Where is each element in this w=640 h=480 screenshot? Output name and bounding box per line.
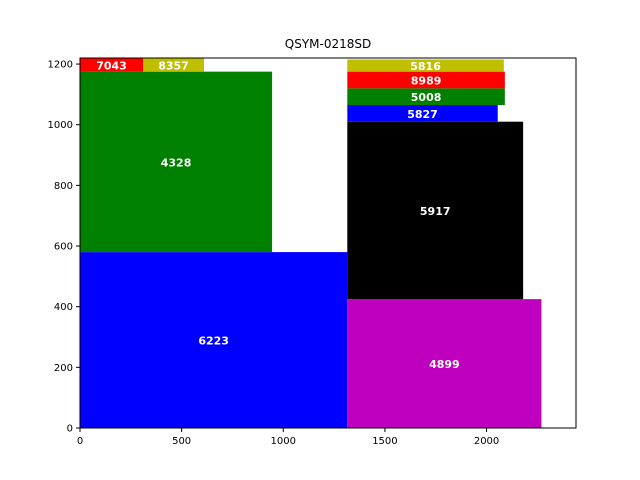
y-axis: 0 200 400 600 800 1000 1200 (48, 60, 80, 435)
rect-7043 (80, 58, 144, 72)
rect-5008 (347, 88, 505, 106)
rect-label-7043: 7043 (96, 59, 127, 72)
chart-title: QSYM-0218SD (285, 37, 371, 51)
rect-label-5917: 5917 (420, 205, 451, 218)
y-tick-label-600: 600 (54, 242, 73, 253)
x-tick-label-500: 500 (172, 436, 191, 447)
rect-label-5008: 5008 (411, 91, 442, 104)
rect-label-4899: 4899 (429, 358, 460, 371)
rect-4899 (347, 299, 542, 428)
y-tick-label-1000: 1000 (48, 120, 73, 131)
x-tick-label-1000: 1000 (271, 436, 296, 447)
rect-5816 (347, 59, 504, 72)
rect-label-4328: 4328 (161, 156, 192, 169)
rect-label-6223: 6223 (198, 335, 229, 348)
rect-label-8357: 8357 (158, 59, 189, 72)
rect-label-8989: 8989 (411, 74, 442, 87)
rect-8357 (143, 58, 204, 72)
x-tick-label-2000: 2000 (474, 436, 499, 447)
y-tick-label-200: 200 (54, 363, 73, 374)
y-tick-label-800: 800 (54, 181, 73, 192)
x-tick-label-1500: 1500 (372, 436, 397, 447)
x-tick-label-0: 0 (77, 436, 83, 447)
rect-label-5816: 5816 (410, 60, 441, 73)
rect-label-5827: 5827 (407, 108, 438, 121)
rect-6223 (80, 252, 348, 428)
rect-4328 (80, 71, 273, 253)
rect-8989 (347, 71, 505, 89)
plot-frame (79, 57, 577, 429)
y-tick-label-0: 0 (67, 424, 73, 435)
rect-5917 (347, 121, 524, 300)
y-tick-label-400: 400 (54, 302, 73, 313)
x-axis: 0 500 1000 1500 2000 (77, 428, 499, 447)
rect-5827 (347, 105, 498, 122)
y-tick-label-1200: 1200 (48, 60, 73, 71)
